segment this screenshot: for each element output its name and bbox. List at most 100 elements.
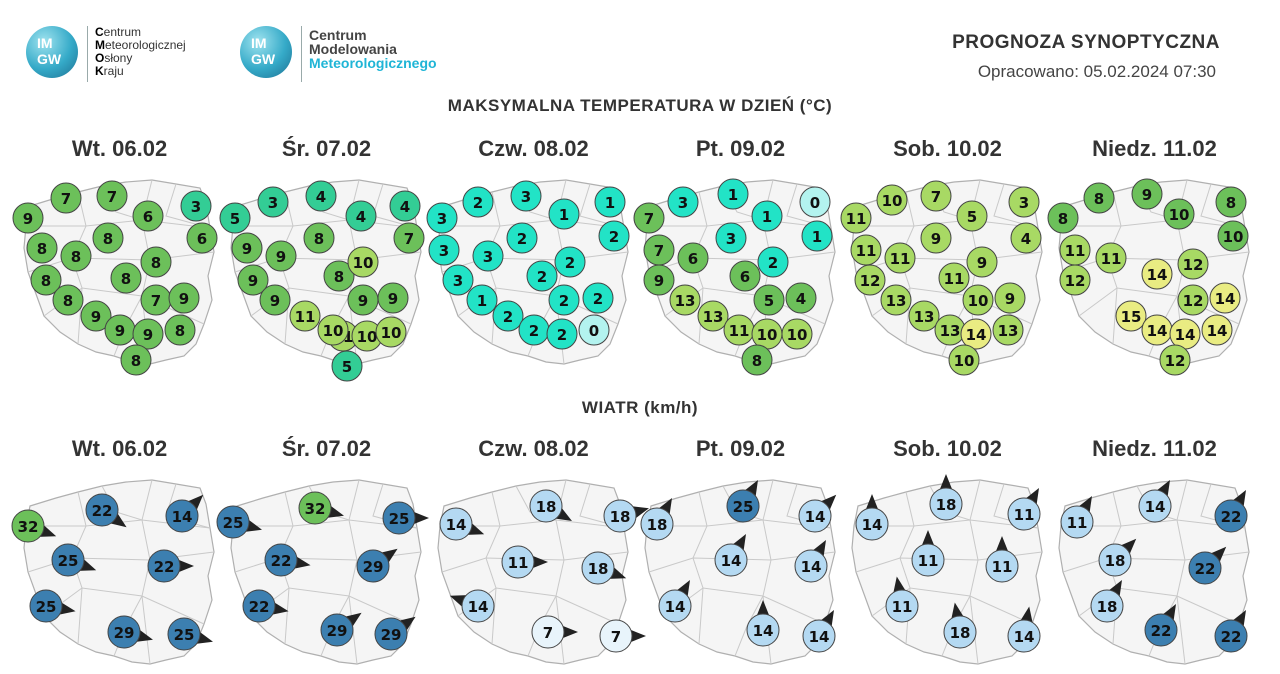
temperature-value: 8 bbox=[103, 230, 113, 248]
wind-marker-circle bbox=[29, 589, 63, 623]
wind-marker: 29 bbox=[320, 612, 362, 647]
temperature-value: 7 bbox=[931, 188, 941, 206]
wind-speed-value: 29 bbox=[363, 558, 384, 576]
temperature-value: 2 bbox=[473, 194, 483, 212]
temperature-marker-circle bbox=[442, 264, 474, 296]
wind-speed-value: 22 bbox=[1221, 628, 1242, 646]
temperature-value: 6 bbox=[688, 250, 698, 268]
temperature-value: 4 bbox=[316, 188, 326, 206]
wind-marker-circle bbox=[167, 617, 201, 651]
temperature-marker: 3 bbox=[257, 186, 289, 218]
wind-marker: 11 bbox=[911, 530, 945, 577]
temperature-marker: 10 bbox=[1217, 220, 1249, 252]
temperature-marker-circle bbox=[781, 318, 813, 350]
wind-speed-value: 25 bbox=[36, 598, 57, 616]
temperature-marker-circle bbox=[920, 180, 952, 212]
temperature-marker: 11 bbox=[1059, 234, 1091, 266]
temperature-value: 7 bbox=[151, 292, 161, 310]
wind-marker-circle bbox=[529, 489, 563, 523]
temperature-marker: 7 bbox=[50, 182, 82, 214]
temperature-marker-circle bbox=[1177, 248, 1209, 280]
temperature-marker-circle bbox=[715, 222, 747, 254]
wind-marker: 25 bbox=[382, 501, 429, 535]
temperature-marker-circle bbox=[462, 186, 494, 218]
temperature-value: 9 bbox=[242, 240, 252, 258]
badge-top-text: IM bbox=[37, 35, 53, 51]
temperature-marker-circle bbox=[1131, 178, 1163, 210]
wind-marker-circle bbox=[531, 615, 565, 649]
wind-marker: 18 bbox=[640, 498, 674, 541]
wind-marker: 25 bbox=[726, 480, 760, 523]
temperature-marker: 3 bbox=[428, 234, 460, 266]
wind-marker: 29 bbox=[107, 615, 153, 649]
imgw-logo-badge-2: IM GW bbox=[240, 26, 292, 78]
temp-6-region-border-4 bbox=[1062, 251, 1250, 273]
temperature-value: 0 bbox=[589, 322, 599, 340]
temperature-marker-circle bbox=[305, 180, 337, 212]
temperature-value: 3 bbox=[521, 188, 531, 206]
temperature-value: 3 bbox=[678, 194, 688, 212]
temperature-marker-circle bbox=[259, 284, 291, 316]
temperature-marker-circle bbox=[799, 186, 831, 218]
temperature-value: 14 bbox=[1175, 326, 1196, 344]
temperature-marker-circle bbox=[50, 182, 82, 214]
wind-marker-circle bbox=[320, 613, 354, 647]
temperature-marker: 9 bbox=[643, 264, 675, 296]
temperature-marker-circle bbox=[80, 300, 112, 332]
wind-marker: 18 bbox=[1098, 538, 1137, 577]
temp-5-region-border-3 bbox=[854, 219, 1039, 229]
wind-speed-value: 11 bbox=[918, 552, 939, 570]
temperature-marker-circle bbox=[1141, 258, 1173, 290]
wind-speed-value: 14 bbox=[809, 628, 830, 646]
temp-4-region-border-4 bbox=[648, 251, 836, 273]
temperature-value: 6 bbox=[740, 268, 750, 286]
wind-marker-circle bbox=[298, 491, 332, 525]
wind-map-panel-6: 14 11 22 18 22 18 22 22 bbox=[1058, 479, 1250, 665]
temperature-marker: 9 bbox=[231, 232, 263, 264]
temperature-value: 9 bbox=[91, 308, 101, 326]
temperature-marker: 8 bbox=[52, 284, 84, 316]
temperature-value: 1 bbox=[605, 194, 615, 212]
temperature-value: 10 bbox=[353, 254, 374, 272]
temperature-marker: 4 bbox=[389, 190, 421, 222]
wind-marker: 14 bbox=[658, 580, 692, 623]
wind-marker: 29 bbox=[356, 548, 398, 583]
wind-speed-value: 32 bbox=[305, 500, 326, 518]
wind-speed-value: 18 bbox=[1105, 552, 1126, 570]
wind-marker-circle bbox=[1098, 543, 1132, 577]
temperature-marker: 14 bbox=[1169, 318, 1201, 350]
temp-day-label-6: Niedz. 11.02 bbox=[1092, 136, 1217, 161]
temperature-marker: 9 bbox=[994, 282, 1026, 314]
temperature-marker: 9 bbox=[259, 284, 291, 316]
temperature-marker: 7 bbox=[920, 180, 952, 212]
temperature-value: 10 bbox=[323, 322, 344, 340]
temperature-marker: 1 bbox=[751, 200, 783, 232]
temperature-value: 5 bbox=[967, 208, 977, 226]
temperature-marker-circle bbox=[582, 282, 614, 314]
temperature-value: 11 bbox=[1065, 242, 1086, 260]
wind-speed-value: 11 bbox=[892, 598, 913, 616]
temp-6-region-border-3 bbox=[1061, 219, 1246, 229]
temperature-marker-circle bbox=[492, 300, 524, 332]
wind-speed-value: 18 bbox=[536, 498, 557, 516]
temperature-value: 1 bbox=[559, 206, 569, 224]
wind-marker: 11 bbox=[1060, 496, 1094, 539]
temperature-value: 7 bbox=[61, 190, 71, 208]
wind-marker-circle bbox=[264, 543, 298, 577]
temperature-marker: 14 bbox=[1209, 282, 1241, 314]
temperature-value: 4 bbox=[1021, 230, 1031, 248]
temperature-marker-circle bbox=[966, 246, 998, 278]
temperature-marker: 7 bbox=[393, 222, 425, 254]
wind-section-title: WIATR (km/h) bbox=[581, 398, 699, 417]
temperature-value: 2 bbox=[503, 308, 513, 326]
logo-divider bbox=[87, 26, 88, 82]
temperature-marker: 2 bbox=[492, 300, 524, 332]
temperature-value: 1 bbox=[762, 208, 772, 226]
temperature-marker-circle bbox=[938, 262, 970, 294]
temperature-marker: 8 bbox=[164, 314, 196, 346]
temperature-marker: 1 bbox=[594, 186, 626, 218]
wind-marker: 22 bbox=[147, 549, 194, 583]
temperature-value: 13 bbox=[703, 308, 724, 326]
